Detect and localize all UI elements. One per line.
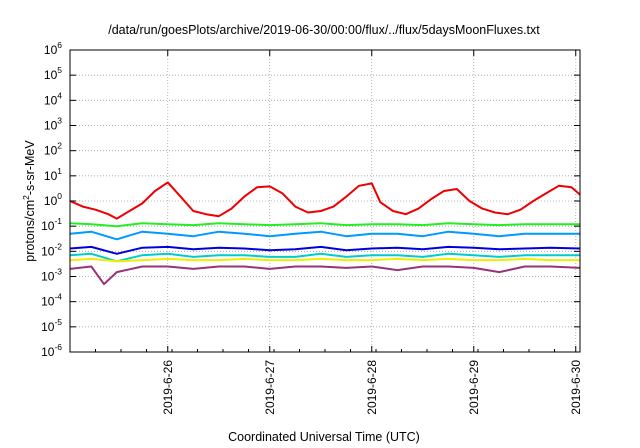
series-line-6	[69, 257, 580, 263]
series-line-2	[69, 222, 580, 228]
series-layer	[69, 181, 581, 286]
y-tick-label: 106	[44, 40, 62, 57]
x-tick-label: 2019-6-29	[467, 360, 481, 415]
y-tick-label: 10-2	[41, 241, 62, 258]
chart-title: /data/run/goesPlots/archive/2019-06-30/0…	[108, 23, 540, 37]
y-tick-label: 10-5	[41, 317, 62, 334]
y-tick-label: 10-6	[41, 342, 62, 359]
x-tick-label: 2019-6-27	[263, 360, 277, 415]
x-tick-label: 2019-6-26	[161, 360, 175, 415]
y-tick-label: 101	[44, 166, 62, 183]
x-axis-label: Coordinated Universal Time (UTC)	[228, 430, 420, 444]
x-tick-label: 2019-6-28	[365, 360, 379, 415]
y-tick-label: 104	[44, 90, 62, 107]
y-tick-label: 10-4	[41, 292, 62, 309]
series-line-5	[69, 252, 580, 263]
series-line-3	[69, 230, 580, 241]
x-tick-label: 2019-6-30	[569, 360, 583, 415]
grid	[70, 50, 580, 352]
series-line-7	[69, 265, 581, 286]
axis-ticks	[69, 49, 581, 353]
x-tick-labels: 2019-6-26 2019-6-27 2019-6-28 2019-6-29 2019…	[161, 360, 583, 415]
y-tick-labels: 10-6 10-5 10-4 10-3 10-2 10-1 100 101 102 103 104 1…	[41, 40, 62, 359]
y-tick-label: 102	[44, 141, 62, 158]
y-tick-label: 103	[44, 116, 62, 133]
y-tick-label: 105	[44, 65, 62, 82]
y-axis-label: protons/cm2-s-sr-MeV	[21, 140, 37, 262]
y-tick-label: 10-1	[41, 216, 62, 233]
y-tick-label: 10-3	[41, 267, 62, 284]
y-tick-label: 100	[44, 191, 62, 208]
series-line-1	[69, 181, 581, 220]
series-line-4	[69, 245, 581, 255]
